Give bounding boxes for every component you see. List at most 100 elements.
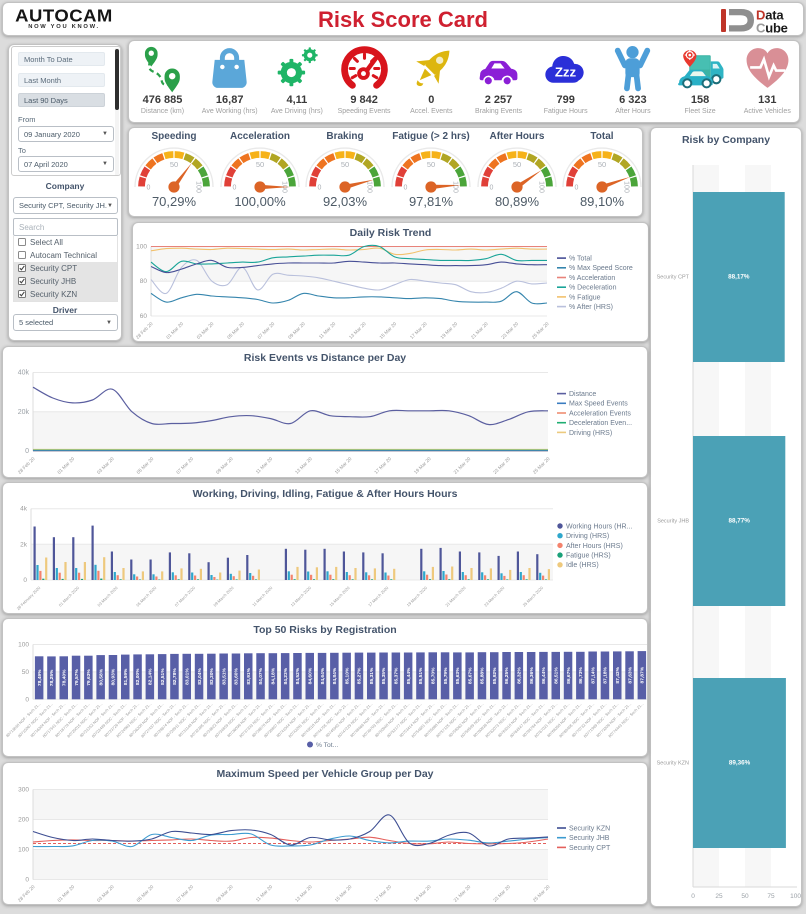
svg-text:85,37%: 85,37%	[394, 667, 400, 684]
svg-text:87,87%: 87,87%	[640, 666, 646, 683]
svg-text:87,18%: 87,18%	[603, 666, 609, 683]
svg-text:15 March 2020: 15 March 2020	[328, 585, 351, 608]
svg-text:84,64%: 84,64%	[320, 667, 326, 684]
svg-text:09 Mar 20: 09 Mar 20	[287, 321, 307, 341]
svg-text:78,25%: 78,25%	[49, 669, 55, 686]
svg-text:Driving (HRS): Driving (HRS)	[566, 533, 609, 540]
svg-text:28 Feb 20: 28 Feb 20	[17, 884, 37, 904]
svg-text:85,44%: 85,44%	[406, 667, 412, 684]
svg-text:86,32%: 86,32%	[517, 667, 523, 684]
svg-text:82,00%: 82,00%	[135, 668, 141, 685]
svg-text:23 Mar 20: 23 Mar 20	[492, 456, 512, 476]
svg-text:Security JHB: Security JHB	[657, 519, 689, 525]
svg-text:100: 100	[195, 181, 202, 193]
svg-text:84,23%: 84,23%	[283, 667, 289, 684]
svg-text:09 Mar 20: 09 Mar 20	[215, 884, 235, 904]
svg-text:Security KZN: Security KZN	[569, 825, 610, 832]
svg-text:88,77%: 88,77%	[729, 518, 751, 525]
svg-text:% After (HRS): % After (HRS)	[569, 304, 613, 311]
svg-text:50: 50	[513, 160, 521, 169]
svg-text:03 Mar 20: 03 Mar 20	[96, 884, 116, 904]
svg-text:85,35%: 85,35%	[381, 667, 387, 684]
svg-text:05 March 2020: 05 March 2020	[135, 585, 158, 608]
svg-text:0: 0	[318, 185, 322, 192]
svg-text:28 February 2020: 28 February 2020	[16, 585, 42, 611]
svg-text:Acceleration Events: Acceleration Events	[569, 410, 631, 417]
svg-text:50: 50	[22, 669, 30, 676]
svg-text:50: 50	[170, 160, 178, 169]
svg-text:300: 300	[18, 787, 29, 794]
svg-text:75: 75	[767, 893, 775, 900]
svg-text:17 Mar 20: 17 Mar 20	[373, 884, 393, 904]
svg-text:17 Mar 20: 17 Mar 20	[373, 456, 393, 476]
svg-text:80,58%: 80,58%	[98, 668, 104, 685]
svg-text:83,30%: 83,30%	[209, 668, 215, 685]
svg-text:50: 50	[427, 160, 435, 169]
svg-text:0: 0	[691, 893, 695, 900]
svg-text:23 March 2020: 23 March 2020	[483, 585, 506, 608]
svg-text:11 Mar 20: 11 Mar 20	[255, 456, 274, 475]
svg-text:100: 100	[366, 181, 373, 193]
svg-text:19 Mar 20: 19 Mar 20	[413, 456, 433, 476]
svg-text:83,60%: 83,60%	[234, 667, 240, 684]
svg-text:15 Mar 20: 15 Mar 20	[379, 321, 399, 341]
svg-text:82,51%: 82,51%	[160, 668, 166, 685]
svg-text:21 Mar 20: 21 Mar 20	[453, 884, 473, 904]
svg-text:Driving (HRS): Driving (HRS)	[569, 430, 612, 437]
svg-text:87,43%: 87,43%	[615, 666, 621, 683]
svg-text:Security CPT: Security CPT	[657, 275, 690, 281]
svg-text:% Total: % Total	[569, 256, 592, 263]
svg-text:28 Feb 20: 28 Feb 20	[17, 456, 37, 476]
svg-text:09 March 2020: 09 March 2020	[212, 585, 235, 608]
svg-text:15 Mar 20: 15 Mar 20	[334, 456, 354, 476]
svg-text:83,04%: 83,04%	[197, 668, 203, 685]
svg-text:21 March 2020: 21 March 2020	[444, 585, 467, 608]
svg-text:25 March 2020: 25 March 2020	[522, 585, 545, 608]
svg-text:85,88%: 85,88%	[480, 667, 486, 684]
svg-text:100: 100	[281, 181, 288, 193]
svg-text:86,51%: 86,51%	[554, 667, 560, 684]
svg-text:19 Mar 20: 19 Mar 20	[413, 884, 433, 904]
svg-text:05 Mar 20: 05 Mar 20	[226, 321, 246, 341]
svg-text:% Acceleration: % Acceleration	[569, 275, 615, 282]
svg-text:0: 0	[490, 185, 494, 192]
svg-text:84,07%: 84,07%	[258, 667, 264, 684]
svg-text:01 Mar 20: 01 Mar 20	[56, 456, 76, 476]
svg-text:0: 0	[233, 185, 237, 192]
svg-text:% Fatigue: % Fatigue	[569, 294, 601, 301]
svg-text:Deceleration Even...: Deceleration Even...	[569, 420, 632, 427]
svg-text:0: 0	[25, 877, 29, 884]
svg-text:60: 60	[140, 313, 148, 320]
svg-text:86,25%: 86,25%	[504, 667, 510, 684]
svg-text:17 Mar 20: 17 Mar 20	[409, 321, 429, 341]
svg-text:85,51%: 85,51%	[418, 667, 424, 684]
svg-text:84,60%: 84,60%	[307, 667, 313, 684]
svg-text:Data: Data	[756, 8, 784, 23]
svg-text:87,63%: 87,63%	[627, 666, 633, 683]
svg-text:19 March 2020: 19 March 2020	[406, 585, 429, 608]
svg-text:19 Mar 20: 19 Mar 20	[439, 321, 459, 341]
svg-text:Max Speed Events: Max Speed Events	[569, 401, 628, 408]
svg-text:100: 100	[538, 181, 545, 193]
svg-text:78,49%: 78,49%	[37, 669, 43, 686]
svg-text:0: 0	[23, 577, 27, 584]
svg-text:23 Mar 20: 23 Mar 20	[500, 321, 520, 341]
svg-text:Fatigue (HRS): Fatigue (HRS)	[566, 553, 611, 560]
svg-text:03 March 2020: 03 March 2020	[96, 585, 119, 608]
svg-text:Security KZN: Security KZN	[657, 761, 689, 767]
svg-text:100: 100	[136, 244, 147, 251]
svg-text:80: 80	[140, 278, 148, 285]
svg-text:87,14%: 87,14%	[590, 666, 596, 683]
svg-text:50: 50	[598, 160, 606, 169]
svg-text:83,51%: 83,51%	[221, 667, 227, 684]
svg-text:23 Mar 20: 23 Mar 20	[492, 884, 512, 904]
svg-text:11 Mar 20: 11 Mar 20	[318, 321, 337, 340]
svg-text:85,67%: 85,67%	[467, 667, 473, 684]
svg-text:85,92%: 85,92%	[492, 667, 498, 684]
svg-text:85,79%: 85,79%	[443, 667, 449, 684]
svg-text:0: 0	[25, 448, 29, 455]
svg-text:0: 0	[575, 185, 579, 192]
svg-text:13 Mar 20: 13 Mar 20	[348, 321, 368, 341]
svg-text:09 Mar 20: 09 Mar 20	[215, 456, 235, 476]
svg-text:21 Mar 20: 21 Mar 20	[453, 456, 473, 476]
